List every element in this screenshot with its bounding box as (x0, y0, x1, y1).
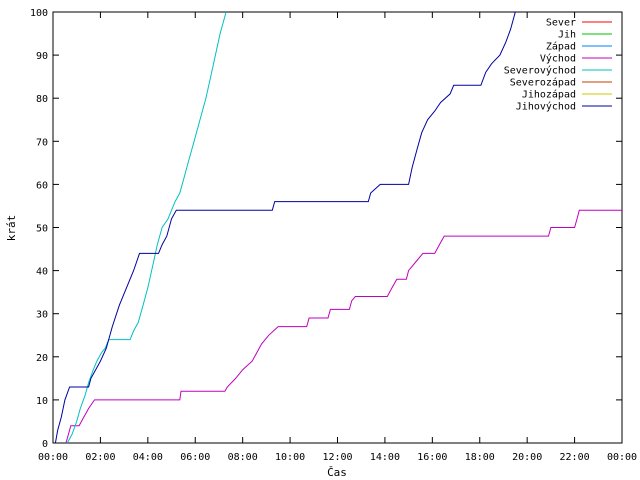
legend-label: Severozápad (510, 77, 576, 89)
legend-label: Sever (546, 18, 576, 29)
x-tick-label: 18:00 (465, 452, 495, 463)
x-tick-label: 00:00 (607, 452, 637, 463)
y-tick-label: 80 (36, 94, 48, 105)
axes: 0 10 20 30 40 50 60 70 80 90 100 00:00 02:00 04:00 06:… (30, 8, 637, 463)
legend-label: Jihozápad (522, 89, 576, 101)
y-tick-label: 30 (36, 310, 48, 321)
x-tick-label: 20:00 (512, 452, 542, 463)
x-tick-label: 02:00 (85, 452, 115, 463)
x-axis-label: Čas (327, 466, 347, 479)
series-lines (54, 11, 622, 444)
legend: SeverJihZápadVýchodSeverovýchodSeverozáp… (504, 18, 612, 113)
x-tick-label: 14:00 (370, 452, 400, 463)
y-tick-label: 90 (36, 51, 48, 62)
legend-label: Severovýchod (504, 65, 576, 77)
y-tick-label: 100 (30, 8, 48, 19)
series-line-4 (66, 11, 227, 444)
x-tick-label: 06:00 (180, 452, 210, 463)
legend-label: Jihovýchod (516, 101, 576, 113)
x-tick-label: 10:00 (275, 452, 305, 463)
x-tick-label: 22:00 (560, 452, 590, 463)
series-line-3 (65, 209, 622, 444)
series-line-7 (54, 11, 516, 444)
y-tick-label: 40 (36, 267, 48, 278)
legend-label: Západ (546, 41, 576, 53)
y-tick-label: 20 (36, 353, 48, 364)
x-tick-label: 16:00 (417, 452, 447, 463)
y-tick-label: 60 (36, 180, 48, 191)
legend-label: Jih (558, 30, 576, 41)
x-tick-label: 12:00 (322, 452, 352, 463)
x-tick-label: 04:00 (133, 452, 163, 463)
x-tick-label: 08:00 (228, 452, 258, 463)
y-tick-label: 10 (36, 396, 48, 407)
y-tick-label: 50 (36, 224, 48, 235)
y-tick-label: 70 (36, 137, 48, 148)
y-axis-label: krát (5, 215, 18, 242)
legend-label: Východ (540, 53, 576, 65)
y-tick-label: 0 (42, 439, 48, 450)
x-tick-label: 00:00 (38, 452, 68, 463)
